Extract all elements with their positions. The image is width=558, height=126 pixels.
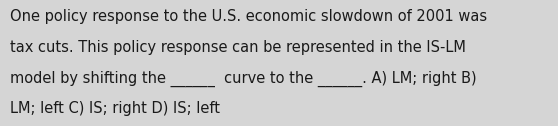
Text: One policy response to the U.S. economic slowdown of 2001 was: One policy response to the U.S. economic… [10,9,487,24]
Text: model by shifting the ______  curve to the ______. A) LM; right B): model by shifting the ______ curve to th… [10,71,477,87]
Text: tax cuts. This policy response can be represented in the IS-LM: tax cuts. This policy response can be re… [10,40,466,55]
Text: LM; left C) IS; right D) IS; left: LM; left C) IS; right D) IS; left [10,101,220,116]
